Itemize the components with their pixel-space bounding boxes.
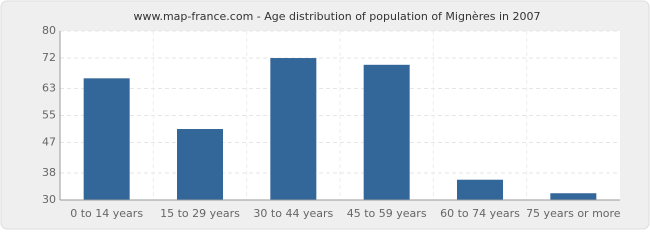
chart: www.map-france.com - Age distribution of… <box>0 0 650 230</box>
chart-title: www.map-france.com - Age distribution of… <box>133 10 540 23</box>
y-tick-label: 38 <box>42 166 56 179</box>
x-tick-label: 30 to 44 years <box>253 207 333 220</box>
y-tick-label: 47 <box>42 136 56 149</box>
y-tick-label: 80 <box>42 24 56 37</box>
bar <box>363 64 410 200</box>
y-tick-label: 63 <box>42 81 56 94</box>
x-tick-label: 15 to 29 years <box>160 207 240 220</box>
y-tick-label: 30 <box>42 193 56 206</box>
x-tick-label: 60 to 74 years <box>440 207 520 220</box>
bar <box>83 78 130 200</box>
x-tick-label: 75 years or more <box>526 207 621 220</box>
bar <box>177 129 223 200</box>
x-tick-label: 45 to 59 years <box>347 207 427 220</box>
y-tick-label: 55 <box>42 109 56 122</box>
x-tick-label: 0 to 14 years <box>70 207 143 220</box>
bar <box>550 193 597 200</box>
y-tick-label: 72 <box>42 51 56 64</box>
bar <box>457 179 503 200</box>
bar <box>270 58 317 200</box>
